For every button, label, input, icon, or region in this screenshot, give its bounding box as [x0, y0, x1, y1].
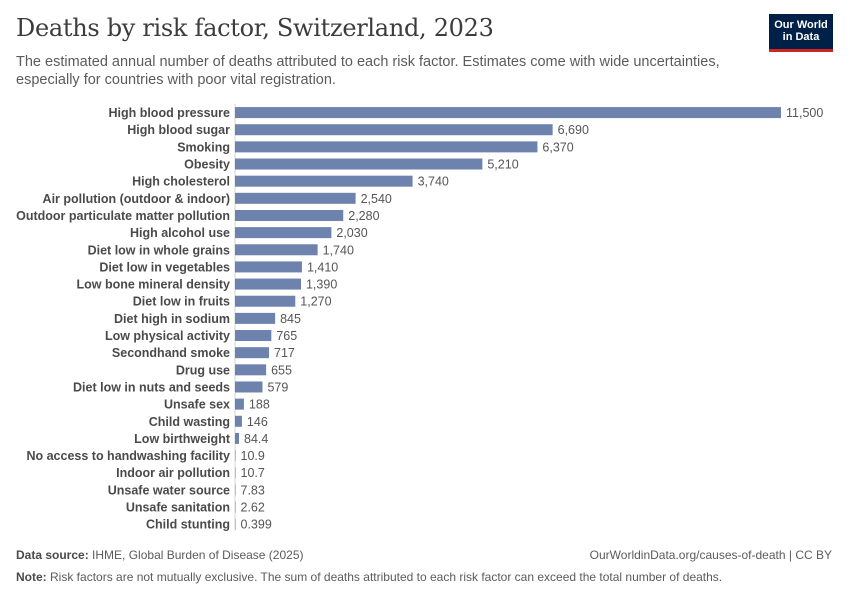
value-label: 1,270	[300, 295, 331, 309]
bar[interactable]	[235, 158, 483, 170]
source-url: OurWorldinData.org/causes-of-death | CC …	[590, 548, 832, 562]
category-label: High blood pressure	[108, 106, 230, 120]
category-label: Secondhand smoke	[112, 346, 230, 360]
category-label: Indoor air pollution	[116, 466, 230, 480]
bar[interactable]	[235, 295, 296, 307]
value-label: 3,740	[418, 175, 449, 189]
data-source-link[interactable]: IHME, Global Burden of Disease (2025)	[92, 548, 304, 562]
category-label: Drug use	[176, 363, 230, 377]
value-label: 845	[280, 312, 301, 326]
value-label: 2,280	[348, 209, 379, 223]
owid-logo[interactable]: Our World in Data	[769, 14, 833, 52]
category-label: Low bone mineral density	[77, 278, 231, 292]
value-label: 2,540	[361, 192, 392, 206]
bar[interactable]	[235, 175, 413, 187]
value-label: 146	[247, 415, 268, 429]
value-label: 5,210	[487, 158, 518, 172]
category-label: Unsafe water source	[108, 483, 230, 497]
category-label: High cholesterol	[132, 175, 230, 189]
bar[interactable]	[235, 398, 244, 410]
bar[interactable]	[235, 450, 236, 462]
category-label: Diet low in nuts and seeds	[73, 380, 230, 394]
category-label: Unsafe sex	[164, 398, 230, 412]
category-label: Outdoor particulate matter pollution	[16, 209, 230, 223]
bar[interactable]	[235, 467, 236, 479]
category-label: Child stunting	[146, 518, 230, 532]
bar[interactable]	[235, 501, 236, 513]
bar[interactable]	[235, 330, 272, 342]
category-label: High blood sugar	[127, 123, 230, 137]
category-label: Diet low in whole grains	[88, 243, 230, 257]
category-label: Air pollution (outdoor & indoor)	[43, 192, 230, 206]
bar[interactable]	[235, 192, 356, 204]
bar[interactable]	[235, 124, 553, 136]
bar[interactable]	[235, 518, 236, 530]
value-label: 7.83	[241, 483, 265, 497]
chart-subtitle: The estimated annual number of deaths at…	[16, 54, 720, 88]
bar[interactable]	[235, 432, 240, 444]
value-label: 11,500	[786, 106, 823, 120]
bar[interactable]	[235, 484, 236, 496]
value-label: 6,690	[558, 123, 589, 137]
bar[interactable]	[235, 278, 301, 290]
chart-title: Deaths by risk factor, Switzerland, 2023	[16, 14, 494, 42]
value-label: 10.7	[241, 466, 265, 480]
category-label: Low birthweight	[134, 432, 231, 446]
bar[interactable]	[235, 244, 318, 256]
value-label: 579	[267, 380, 288, 394]
data-source-label: Data source:	[16, 548, 89, 562]
value-label: 1,390	[306, 278, 337, 292]
bar[interactable]	[235, 312, 276, 324]
bar[interactable]	[235, 227, 332, 239]
value-label: 2,030	[336, 226, 367, 240]
value-label: 1,740	[323, 243, 354, 257]
value-label: 655	[271, 363, 292, 377]
category-label: Diet low in fruits	[133, 295, 230, 309]
category-label: Child wasting	[149, 415, 230, 429]
note-label: Note:	[16, 570, 47, 584]
data-source: Data source: IHME, Global Burden of Dise…	[16, 548, 303, 562]
source-url-link[interactable]: OurWorldinData.org/causes-of-death | CC …	[589, 548, 832, 562]
logo-line-1: Our World	[774, 19, 828, 31]
category-label: Unsafe sanitation	[126, 501, 230, 515]
category-label: No access to handwashing facility	[26, 449, 230, 463]
bar[interactable]	[235, 364, 267, 376]
category-label: Low physical activity	[105, 329, 230, 343]
category-label: Obesity	[184, 158, 230, 172]
value-label: 188	[249, 398, 270, 412]
chart-note: Note: Risk factors are not mutually excl…	[16, 570, 722, 584]
category-label: Diet high in sodium	[114, 312, 230, 326]
note-text: Risk factors are not mutually exclusive.…	[50, 570, 723, 584]
value-label: 84.4	[244, 432, 268, 446]
bar[interactable]	[235, 381, 263, 393]
category-label: Smoking	[177, 140, 230, 154]
logo-line-2: in Data	[782, 31, 820, 43]
value-label: 1,410	[307, 260, 338, 274]
bar[interactable]	[235, 209, 344, 221]
bar[interactable]	[235, 141, 538, 153]
bar[interactable]	[235, 107, 781, 119]
category-label: High alcohol use	[130, 226, 230, 240]
category-label: Diet low in vegetables	[99, 260, 230, 274]
bar-chart: High blood pressure 11,500 High blood suga…	[16, 104, 823, 532]
value-label: 10.9	[241, 449, 265, 463]
bar[interactable]	[235, 415, 242, 427]
value-label: 717	[274, 346, 295, 360]
value-label: 2.62	[241, 501, 265, 515]
bar[interactable]	[235, 261, 302, 273]
bar[interactable]	[235, 347, 270, 359]
value-label: 0.399	[241, 518, 272, 532]
value-label: 6,370	[542, 140, 573, 154]
value-label: 765	[276, 329, 297, 343]
